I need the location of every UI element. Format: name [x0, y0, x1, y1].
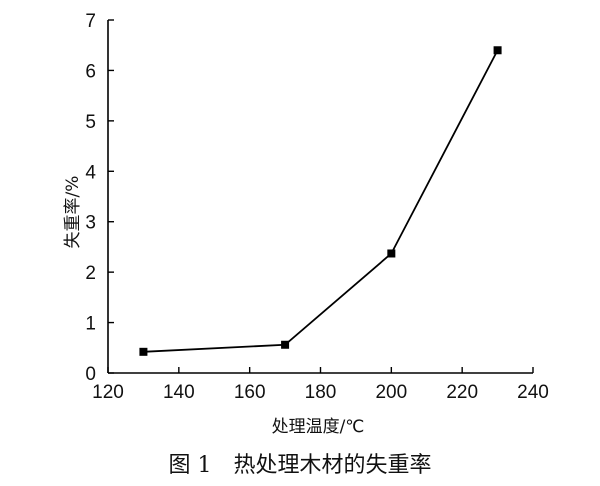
- y-tick-label: 1: [85, 314, 96, 335]
- x-tick-label: 220: [446, 382, 478, 403]
- x-axis-title: 处理温度/℃: [272, 417, 365, 437]
- series-layer: [139, 46, 502, 356]
- x-ticks: 120 140 160 180 200 220 240: [92, 367, 549, 403]
- y-tick-label: 7: [85, 11, 96, 32]
- y-tick-label: 3: [85, 213, 96, 234]
- y-tick-label: 6: [85, 61, 96, 82]
- figure-caption: 图 1 热处理木材的失重率: [169, 453, 432, 478]
- x-tick-label: 200: [375, 382, 407, 403]
- x-tick-label: 160: [234, 382, 266, 403]
- y-axis-title: 失重率/%: [63, 176, 83, 249]
- y-tick-label: 0: [85, 364, 96, 385]
- y-tick-label: 2: [85, 263, 96, 284]
- y-ticks: 0 1 2 3 4 5 6 7: [85, 11, 114, 385]
- x-tick-label: 180: [305, 382, 337, 403]
- y-tick-label: 4: [85, 162, 96, 183]
- axes: [107, 20, 533, 374]
- data-point-marker: [281, 340, 290, 349]
- series-line: [143, 49, 499, 353]
- data-point-marker: [139, 347, 148, 356]
- x-tick-label: 140: [163, 382, 195, 403]
- data-point-marker: [493, 46, 502, 55]
- x-tick-label: 240: [517, 382, 549, 403]
- x-tick-label: 120: [92, 382, 124, 403]
- data-point-marker: [387, 249, 396, 258]
- y-tick-label: 5: [85, 112, 96, 133]
